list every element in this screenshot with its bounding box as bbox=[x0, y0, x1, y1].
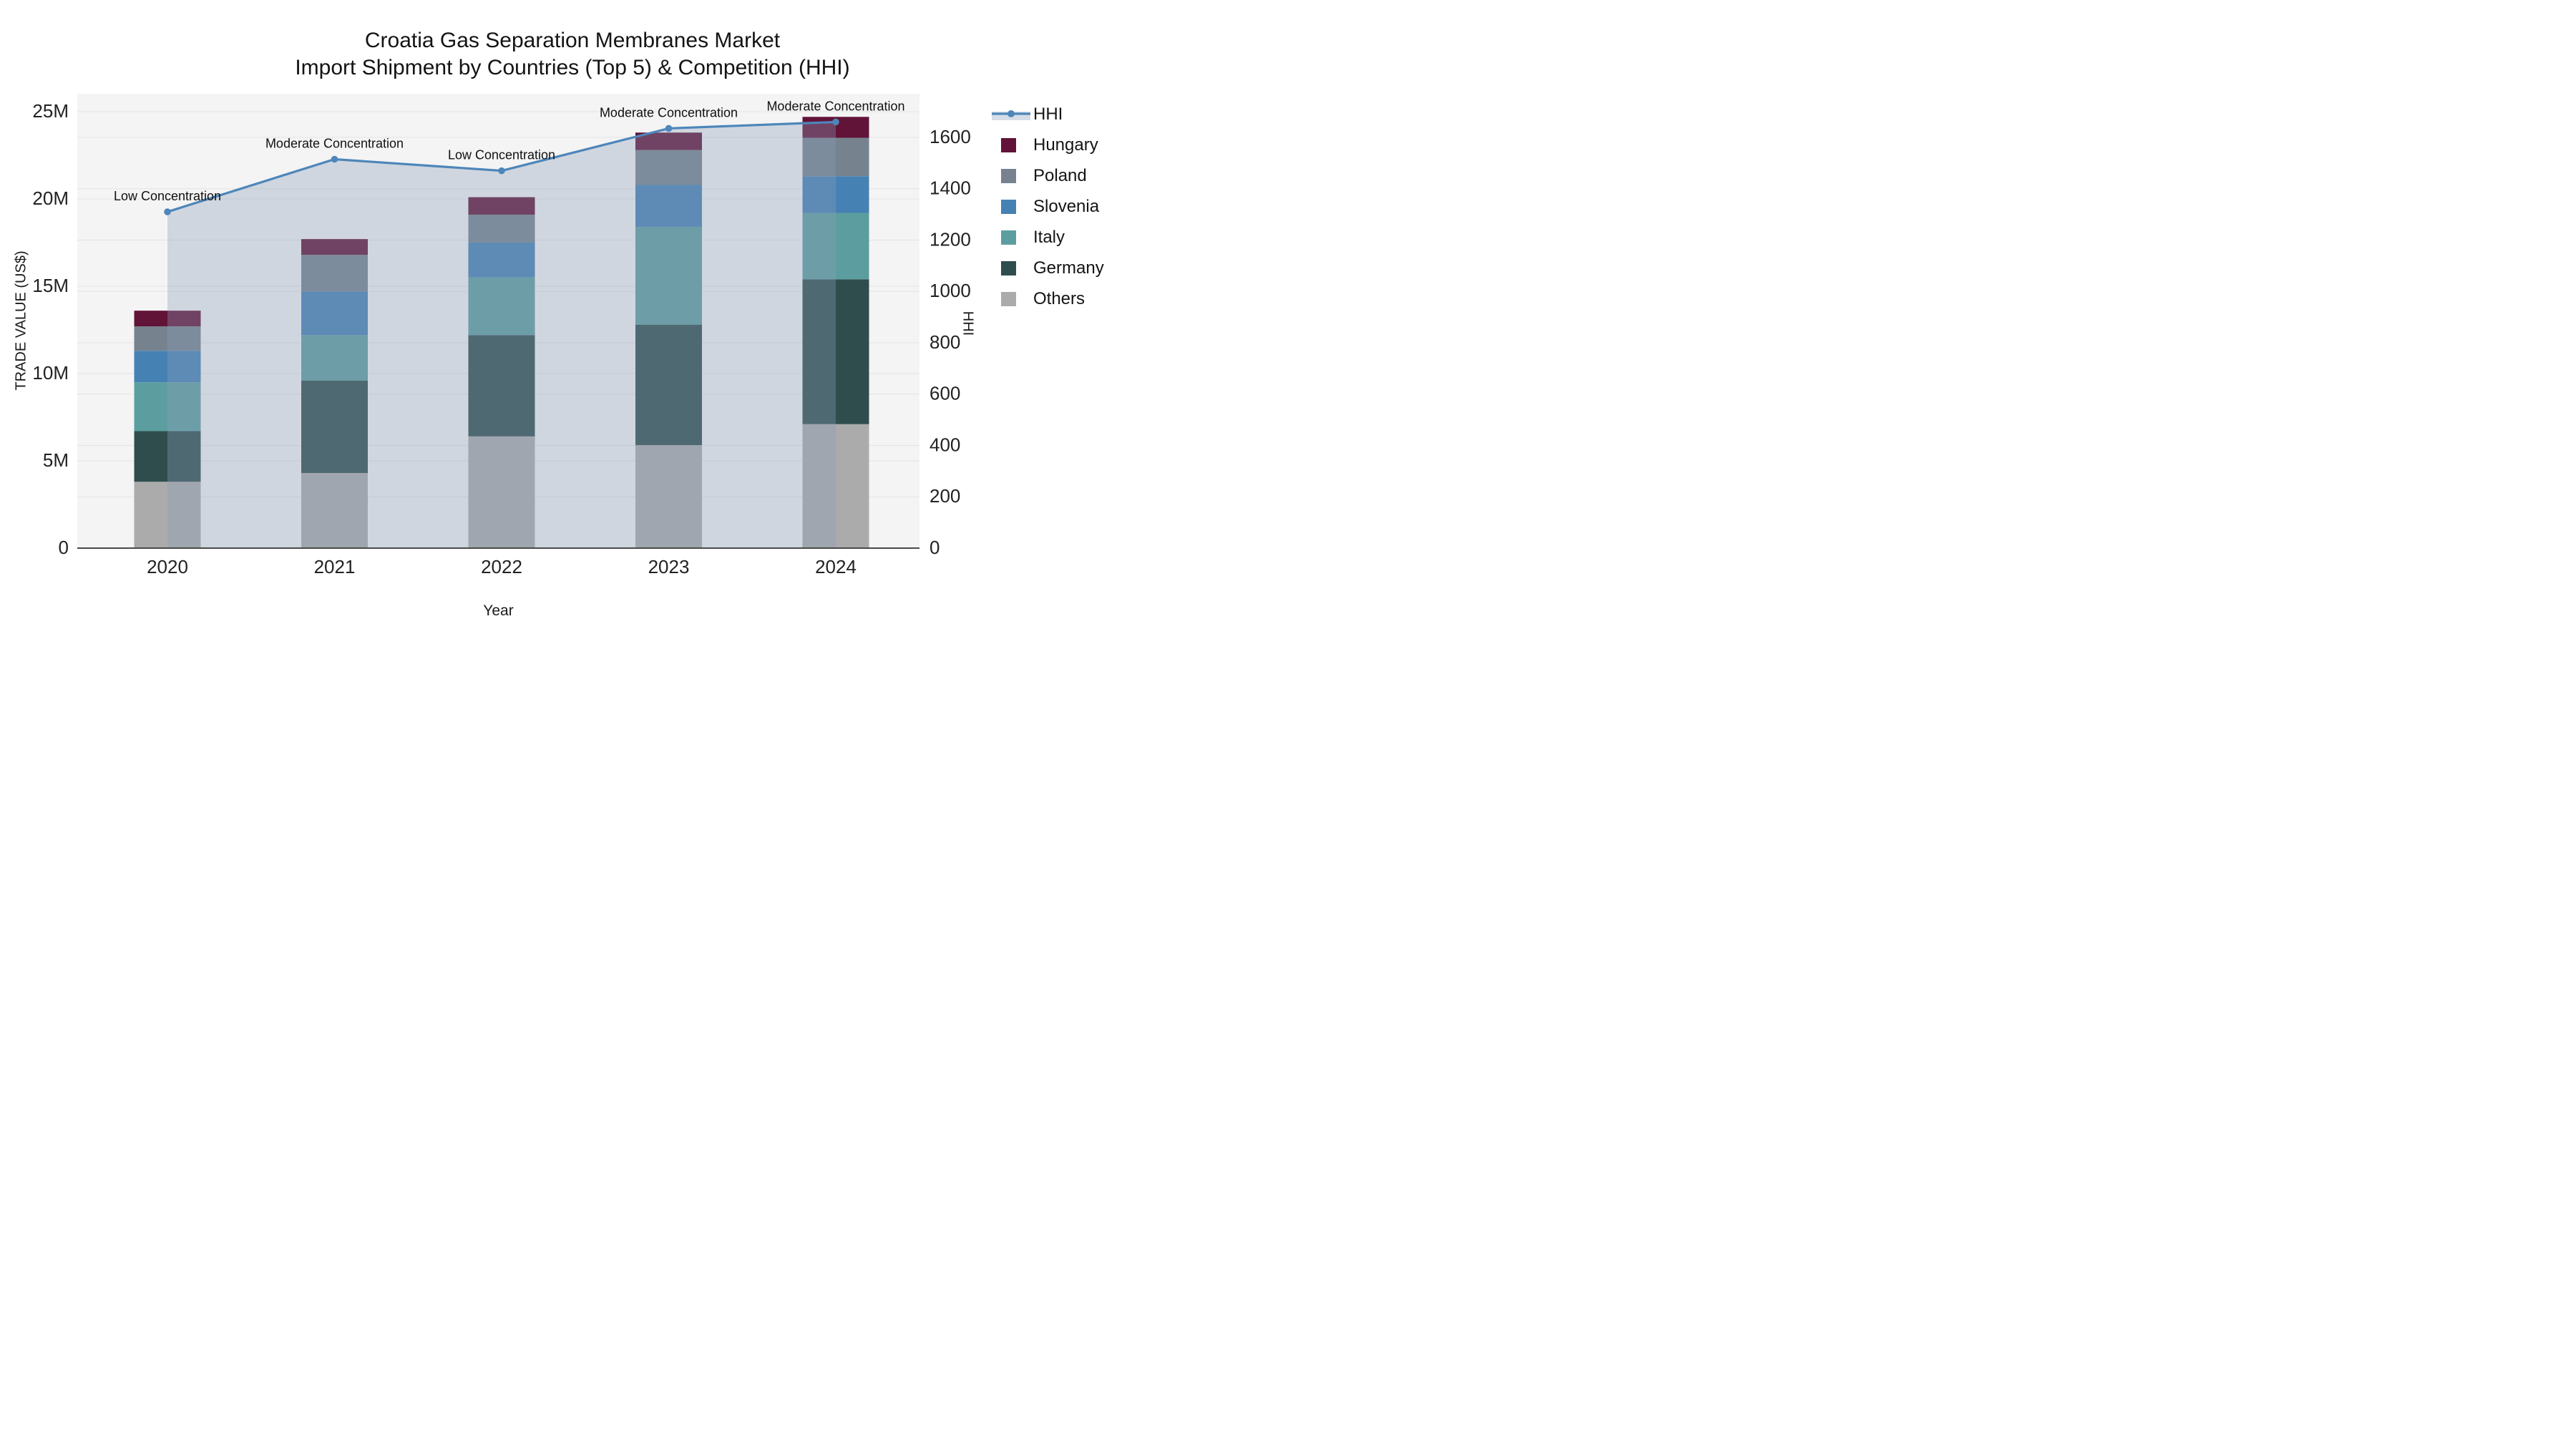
hhi-marker-2021[interactable] bbox=[331, 155, 338, 163]
legend-item-others[interactable]: Others bbox=[992, 283, 1104, 314]
chart-title-line1: Croatia Gas Separation Membranes Market bbox=[364, 29, 781, 52]
bar-2020-hungary[interactable] bbox=[134, 311, 201, 327]
figure: Croatia Gas Separation Membranes Market … bbox=[0, 0, 1145, 644]
bar-2021-slovenia[interactable] bbox=[301, 291, 368, 336]
bar-2024-italy[interactable] bbox=[802, 213, 869, 280]
y-right-axis-title: HHI bbox=[960, 311, 976, 336]
bar-2022-germany[interactable] bbox=[468, 335, 535, 436]
legend-label-hungary: Hungary bbox=[1033, 135, 1098, 155]
x-tick-2021: 2021 bbox=[314, 556, 356, 577]
y-left-tick-10M: 10M bbox=[32, 362, 69, 384]
hhi-line-swatch bbox=[992, 107, 1033, 122]
hhi-marker-2022[interactable] bbox=[498, 167, 505, 175]
bar-2022-others[interactable] bbox=[468, 436, 535, 548]
germany-color-square bbox=[1001, 260, 1016, 275]
y-right-tick-600: 600 bbox=[930, 383, 960, 404]
y-left-tick-20M: 20M bbox=[32, 187, 69, 209]
x-tick-2020: 2020 bbox=[147, 556, 188, 577]
annotation-2024: Moderate Concentration bbox=[766, 99, 904, 113]
annotation-2022: Low Concentration bbox=[448, 148, 555, 162]
bar-2020-slovenia[interactable] bbox=[134, 351, 201, 383]
hhi-marker-2023[interactable] bbox=[665, 125, 673, 132]
hhi-area-fill bbox=[167, 122, 836, 549]
chart-title: Croatia Gas Separation Membranes Market … bbox=[0, 27, 1145, 82]
legend-item-hhi[interactable]: HHI bbox=[992, 99, 1104, 130]
y-right-tick-1000: 1000 bbox=[930, 280, 971, 301]
x-tick-2023: 2023 bbox=[648, 556, 690, 577]
y-right-tick-200: 200 bbox=[930, 485, 960, 507]
slovenia-color-square bbox=[1001, 199, 1016, 214]
bar-2024-others[interactable] bbox=[802, 424, 869, 548]
legend-item-hungary[interactable]: Hungary bbox=[992, 130, 1104, 160]
bar-2021-italy[interactable] bbox=[301, 335, 368, 381]
legend-item-italy[interactable]: Italy bbox=[992, 222, 1104, 253]
chart-title-line2: Import Shipment by Countries (Top 5) & C… bbox=[295, 56, 850, 79]
y-left-tick-5M: 5M bbox=[43, 449, 69, 471]
y-left-tick-0: 0 bbox=[59, 537, 69, 558]
x-tick-2024: 2024 bbox=[815, 556, 857, 577]
bar-2020-poland[interactable] bbox=[134, 326, 201, 351]
others-swatch bbox=[992, 291, 1033, 306]
hungary-swatch bbox=[992, 137, 1033, 152]
bar-2021-hungary[interactable] bbox=[301, 239, 368, 255]
x-axis-title: Year bbox=[483, 602, 514, 619]
legend-item-poland[interactable]: Poland bbox=[992, 160, 1104, 191]
bar-2023-others[interactable] bbox=[635, 445, 702, 548]
y-left-tick-25M: 25M bbox=[32, 100, 69, 122]
bar-2024-slovenia[interactable] bbox=[802, 176, 869, 213]
legend-label-germany: Germany bbox=[1033, 258, 1104, 278]
bar-2023-germany[interactable] bbox=[635, 324, 702, 446]
others-color-square bbox=[1001, 291, 1016, 306]
bar-2022-italy[interactable] bbox=[468, 277, 535, 336]
bar-2022-poland[interactable] bbox=[468, 214, 535, 243]
hhi-marker-2020[interactable] bbox=[164, 208, 171, 215]
bar-2023-slovenia[interactable] bbox=[635, 185, 702, 228]
legend: HHI Hungary Poland Slovenia Italy Germany Othe… bbox=[992, 99, 1104, 314]
italy-color-square bbox=[1001, 230, 1016, 245]
y-right-tick-1400: 1400 bbox=[930, 177, 971, 199]
hhi-marker-2024[interactable] bbox=[832, 118, 839, 126]
slovenia-swatch bbox=[992, 199, 1033, 214]
germany-swatch bbox=[992, 260, 1033, 275]
legend-item-slovenia[interactable]: Slovenia bbox=[992, 191, 1104, 222]
y-right-tick-400: 400 bbox=[930, 434, 960, 455]
y-left-tick-15M: 15M bbox=[32, 275, 69, 296]
legend-item-germany[interactable]: Germany bbox=[992, 253, 1104, 283]
annotation-2023: Moderate Concentration bbox=[600, 105, 738, 119]
bar-2021-germany[interactable] bbox=[301, 380, 368, 474]
bar-2023-hungary[interactable] bbox=[635, 132, 702, 150]
y-right-tick-1600: 1600 bbox=[930, 126, 971, 147]
hungary-color-square bbox=[1001, 137, 1016, 152]
bar-2020-germany[interactable] bbox=[134, 431, 201, 482]
italy-swatch bbox=[992, 230, 1033, 245]
x-tick-2022: 2022 bbox=[481, 556, 522, 577]
annotation-2020: Low Concentration bbox=[114, 189, 221, 203]
legend-label-poland: Poland bbox=[1033, 165, 1087, 185]
legend-label-hhi: HHI bbox=[1033, 104, 1063, 124]
bar-2021-others[interactable] bbox=[301, 473, 368, 548]
bar-2020-italy[interactable] bbox=[134, 382, 201, 431]
bar-2022-slovenia[interactable] bbox=[468, 243, 535, 278]
plot-area: Low Concentration Moderate Concentration L… bbox=[32, 94, 971, 577]
bar-2021-poland[interactable] bbox=[301, 255, 368, 292]
y-right-tick-0: 0 bbox=[930, 537, 940, 558]
legend-label-italy: Italy bbox=[1033, 227, 1065, 247]
poland-swatch bbox=[992, 168, 1033, 183]
poland-color-square bbox=[1001, 168, 1016, 183]
bar-2023-italy[interactable] bbox=[635, 227, 702, 325]
legend-label-others: Others bbox=[1033, 288, 1085, 308]
bar-2022-hungary[interactable] bbox=[468, 197, 535, 215]
y-left-axis-title: TRADE VALUE (US$) bbox=[13, 250, 29, 391]
legend-label-slovenia: Slovenia bbox=[1033, 196, 1100, 216]
y-right-tick-800: 800 bbox=[930, 331, 960, 353]
bar-2020-others[interactable] bbox=[134, 482, 201, 548]
annotation-2021: Moderate Concentration bbox=[265, 136, 404, 150]
bar-2023-poland[interactable] bbox=[635, 150, 702, 185]
y-right-tick-1200: 1200 bbox=[930, 228, 971, 250]
bar-2024-poland[interactable] bbox=[802, 137, 869, 177]
bar-2024-germany[interactable] bbox=[802, 279, 869, 424]
